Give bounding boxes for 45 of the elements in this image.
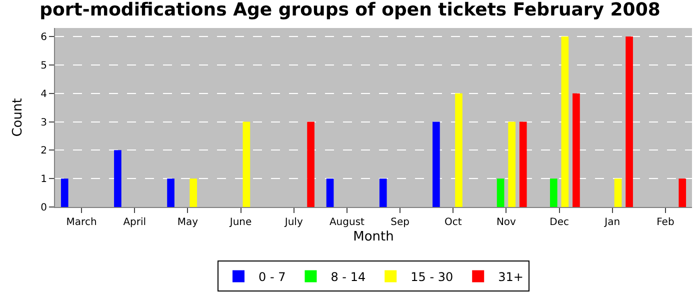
bar — [550, 178, 558, 207]
x-tick-label: April — [123, 217, 146, 228]
x-tick-label: August — [329, 217, 365, 228]
x-axis-title: Month — [353, 230, 394, 245]
x-tick-label: May — [177, 217, 198, 228]
bar — [455, 93, 462, 207]
y-axis-title: Count — [10, 98, 26, 137]
x-tick-label: Oct — [444, 217, 462, 228]
y-tick-label: 3 — [40, 117, 47, 128]
bar — [626, 36, 633, 207]
chart-title: port-modifications Age groups of open tickets February 2008 — [40, 0, 660, 21]
legend-label: 8 - 14 — [330, 270, 366, 284]
bar — [190, 178, 198, 207]
bar — [242, 122, 250, 207]
x-tick-label: Jan — [604, 217, 620, 228]
y-tick-label: 5 — [40, 60, 47, 72]
x-tick-label: July — [284, 217, 303, 228]
bar — [432, 122, 440, 207]
y-tick-label: 6 — [40, 32, 47, 44]
bar — [379, 178, 387, 207]
legend-label: 0 - 7 — [258, 270, 286, 284]
x-tick-label: Feb — [656, 217, 674, 228]
legend-label: 15 - 30 — [410, 270, 454, 284]
y-tick-label: 1 — [40, 174, 47, 186]
x-tick-label: March — [66, 217, 97, 228]
y-tick-label: 2 — [40, 146, 47, 157]
legend-label: 31+ — [498, 270, 524, 284]
bar — [614, 178, 622, 207]
bar — [60, 178, 68, 207]
y-tick-label: 0 — [40, 202, 47, 214]
bar — [561, 36, 569, 207]
bar — [572, 93, 580, 207]
bar — [519, 122, 527, 207]
bar — [307, 122, 314, 207]
x-tick-label: June — [228, 217, 252, 228]
x-tick-label: Dec — [550, 217, 569, 228]
bar — [114, 150, 122, 207]
bar — [496, 178, 504, 207]
bar — [326, 178, 334, 207]
bar — [167, 178, 174, 207]
x-tick-label: Sep — [390, 217, 410, 228]
y-tick-label: 4 — [40, 88, 47, 100]
bar — [508, 122, 516, 207]
x-tick-label: Nov — [496, 217, 516, 228]
bar — [678, 178, 686, 207]
